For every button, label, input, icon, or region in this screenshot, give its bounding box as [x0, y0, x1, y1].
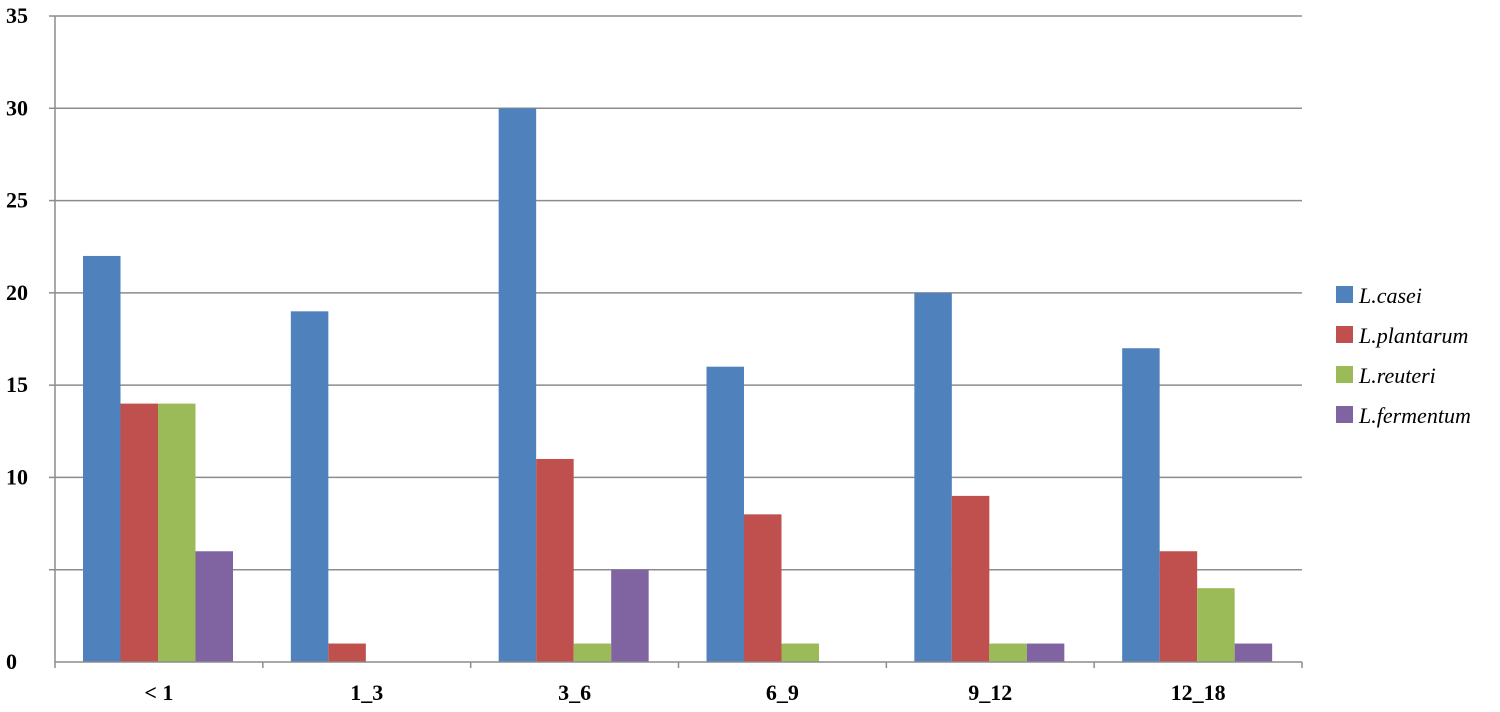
- legend-label: L.reuteri: [1358, 363, 1436, 388]
- legend: L.casei L.plantarum L.reuteri L.fermentum: [1336, 283, 1471, 428]
- legend-swatch: [1336, 366, 1353, 383]
- y-tick-label: 0: [6, 649, 17, 674]
- bar-l-fermentum: [195, 551, 233, 662]
- bar-l-plantarum: [328, 643, 366, 662]
- bar-l-fermentum: [611, 569, 649, 662]
- legend-swatch: [1336, 326, 1353, 343]
- bar-l-reuteri: [781, 643, 819, 662]
- y-tick-label: 30: [6, 95, 28, 120]
- bar-l-plantarum: [951, 495, 990, 662]
- bar-l-plantarum: [120, 403, 158, 662]
- y-tick-label: 10: [6, 464, 28, 489]
- bar-l-reuteri: [573, 643, 612, 662]
- legend-swatch: [1336, 406, 1353, 423]
- bar-l-casei: [83, 255, 121, 662]
- y-tick-label: 35: [6, 3, 28, 28]
- bar-l-reuteri: [158, 403, 196, 662]
- legend-label: L.plantarum: [1358, 323, 1468, 348]
- bar-l-fermentum: [1026, 643, 1065, 662]
- bar-l-fermentum: [1234, 643, 1273, 662]
- bar-l-casei: [706, 366, 744, 662]
- y-tick-label: 15: [6, 372, 28, 397]
- x-tick-label: 1_3: [350, 680, 383, 705]
- bar-l-casei: [914, 292, 952, 662]
- gridlines: [55, 15, 1302, 571]
- bar-l-casei: [1122, 348, 1160, 662]
- bar-l-casei: [290, 311, 329, 662]
- x-tick-label: < 1: [144, 680, 173, 705]
- legend-label: L.casei: [1358, 283, 1422, 308]
- legend-label: L.fermentum: [1358, 403, 1471, 428]
- x-tick-label: 6_9: [766, 680, 799, 705]
- x-tick-label: 9_12: [968, 680, 1012, 705]
- y-tick-label: 25: [6, 188, 28, 213]
- x-tick-label: 3_6: [558, 680, 591, 705]
- bars: [83, 108, 1273, 663]
- bar-l-plantarum: [744, 514, 782, 662]
- legend-swatch: [1336, 286, 1353, 303]
- x-axis-tick-labels: < 1 1_3 3_6 6_9 9_12 12_18: [144, 680, 1225, 705]
- bar-l-casei: [498, 108, 537, 663]
- y-tick-label: 20: [6, 280, 28, 305]
- x-tick-label: 12_18: [1171, 680, 1226, 705]
- bar-l-plantarum: [536, 458, 574, 662]
- bar-l-reuteri: [1197, 588, 1235, 662]
- y-axis-tick-labels: 0 10 15 20 25 30 35: [6, 3, 28, 674]
- bar-l-plantarum: [1159, 551, 1198, 662]
- bar-l-reuteri: [989, 643, 1027, 662]
- axes: [49, 15, 1303, 668]
